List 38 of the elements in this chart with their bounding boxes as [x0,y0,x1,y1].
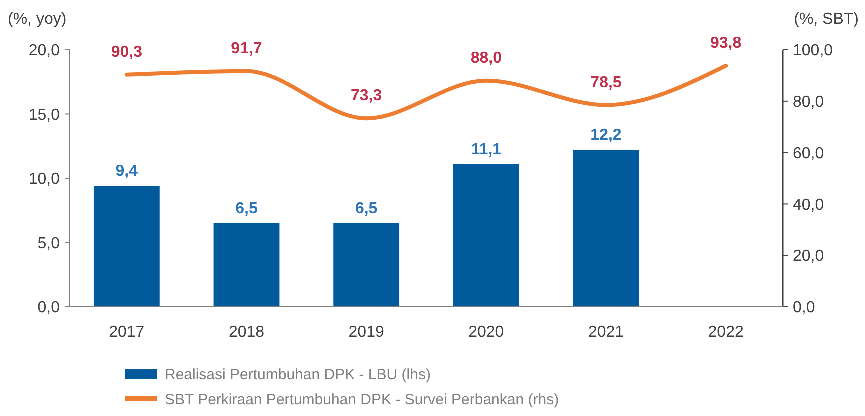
data-label: 91,7 [231,40,262,58]
y2-tick-label: 20,0 [793,248,824,266]
y-tick-label: 5,0 [38,235,60,252]
x-tick-label: 2017 [109,324,145,341]
y2-tick-label: 100,0 [793,42,834,60]
y2-tick-label: 40,0 [793,196,824,214]
bar [453,164,520,307]
data-label: 88,0 [470,50,502,67]
data-label: 90,3 [111,44,143,61]
data-label: 9,4 [116,163,138,180]
data-label: 12,2 [590,127,622,144]
data-label: 73,3 [351,88,382,105]
legend-label: SBT Perkiraan Pertumbuhan DPK - Survei Perbankan (rhs) [165,391,560,408]
data-label: 6,5 [236,200,258,218]
y2-tick-label: 0,0 [793,300,816,317]
x-tick-label: 2022 [708,324,744,341]
data-label: 11,1 [471,141,502,158]
y2-tick-label: 80,0 [793,94,824,111]
x-tick-label: 2019 [348,324,384,341]
bar [214,223,280,307]
y-tick-label: 20,0 [28,42,60,60]
bar [573,150,640,307]
legend-label: Realisasi Pertumbuhan DPK - LBU (lhs) [165,366,431,384]
data-label: 78,5 [590,74,622,92]
y2-tick-label: 60,0 [793,145,824,162]
data-label: 6,5 [355,200,378,218]
y-tick-label: 0,0 [38,300,60,317]
x-tick-label: 2021 [588,324,624,341]
x-tick-label: 2020 [468,324,504,341]
x-tick-label: 2018 [228,324,265,341]
y-tick-label: 10,0 [28,171,60,188]
data-label: 93,8 [710,34,742,52]
y2-axis-title: (%, SBT) [794,11,859,28]
bar [94,186,160,307]
y-axis-title: (%, yoy) [8,11,67,28]
bar [334,223,400,307]
y-tick-label: 15,0 [28,106,60,124]
line-series [124,64,728,121]
